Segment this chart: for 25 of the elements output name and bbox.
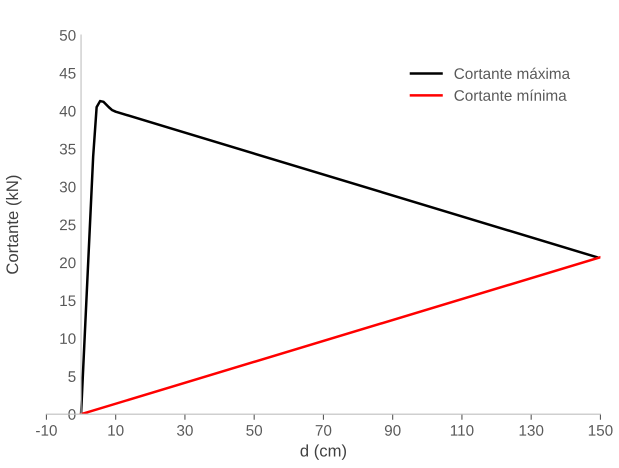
x-tick-label: 30	[177, 425, 193, 436]
y-tick-label: 10	[60, 333, 76, 344]
x-tick-label: 90	[384, 425, 401, 436]
legend-label: Cortante máxima	[454, 68, 570, 80]
x-tick-label: 50	[246, 425, 262, 436]
x-axis-title: d (cm)	[300, 444, 346, 460]
x-tick-label: 110	[450, 425, 474, 436]
y-axis-title: Cortante (kN)	[6, 176, 22, 274]
x-tick-label: 130	[520, 425, 544, 436]
y-tick-label: 5	[68, 371, 76, 382]
y-tick-label: 40	[60, 106, 76, 117]
legend-label: Cortante mínima	[454, 90, 567, 101]
y-tick-label: 45	[60, 68, 76, 79]
x-tick-label: 10	[108, 425, 124, 436]
y-tick-label: 50	[60, 30, 76, 41]
y-tick-label: 20	[60, 257, 76, 268]
x-tick-label: 70	[316, 425, 332, 436]
line-series	[80, 100, 598, 414]
y-tick-label: 15	[60, 295, 76, 306]
y-tick-label: 35	[60, 144, 76, 155]
x-tick-label: -10	[36, 425, 57, 436]
x-tick-label: 150	[588, 425, 613, 436]
y-tick-label: 30	[60, 182, 76, 192]
y-tick-label: 25	[60, 220, 76, 230]
y-tick-label: 0	[68, 409, 76, 420]
